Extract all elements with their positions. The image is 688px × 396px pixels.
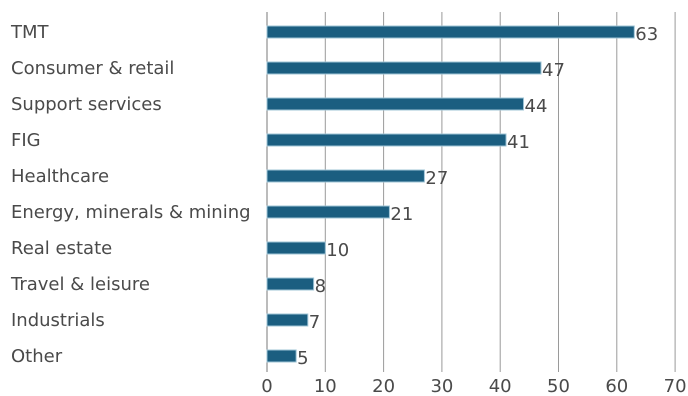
value-label: 10 (326, 240, 349, 261)
value-labels: 63 47 44 41 27 21 108 75 (297, 24, 658, 369)
category-label: Healthcare (11, 166, 109, 187)
category-label: Real estate (11, 238, 112, 259)
category-labels: TMT Consumer & retail Support services FIG H… (10, 22, 251, 367)
bar-tmt (266, 25, 635, 39)
x-axis-ticks: 0 10 20 30 40 50 60 70 (261, 376, 686, 396)
x-tick-label-60: 60 (605, 376, 628, 396)
x-tick-label-30: 30 (430, 376, 453, 396)
bar-fig (266, 133, 507, 147)
x-tick-label-70: 70 (664, 376, 687, 396)
x-tick-label-0: 0 (261, 376, 272, 396)
x-tick-label-50: 50 (547, 376, 570, 396)
x-tick-label-10: 10 (314, 376, 337, 396)
category-label: TMT (10, 22, 50, 43)
bar-other (266, 349, 297, 363)
bar-travel-leisure (266, 277, 315, 291)
category-label: Industrials (11, 310, 105, 331)
value-label: 21 (390, 204, 413, 225)
category-label: Other (11, 346, 63, 367)
value-label: 8 (315, 276, 326, 297)
category-label: Support services (11, 94, 162, 115)
bar-support-services (266, 97, 525, 111)
value-label: 7 (309, 312, 320, 333)
bar-real-estate (266, 241, 326, 255)
category-label: Travel & leisure (10, 274, 150, 295)
value-label: 41 (507, 132, 530, 153)
value-label: 5 (297, 348, 308, 369)
bar-healthcare (266, 169, 425, 183)
bars (266, 25, 635, 363)
bar-energy-minerals-mining (266, 205, 390, 219)
value-label: 63 (635, 24, 658, 45)
category-label: Energy, minerals & mining (11, 202, 251, 223)
bar-consumer-retail (266, 61, 542, 75)
category-label: Consumer & retail (11, 58, 174, 79)
bar-industrials (266, 313, 309, 327)
value-label: 27 (425, 168, 448, 189)
value-label: 44 (525, 96, 548, 117)
category-label: FIG (11, 130, 41, 151)
x-tick-label-20: 20 (372, 376, 395, 396)
x-tick-label-40: 40 (489, 376, 512, 396)
value-label: 47 (542, 60, 565, 81)
